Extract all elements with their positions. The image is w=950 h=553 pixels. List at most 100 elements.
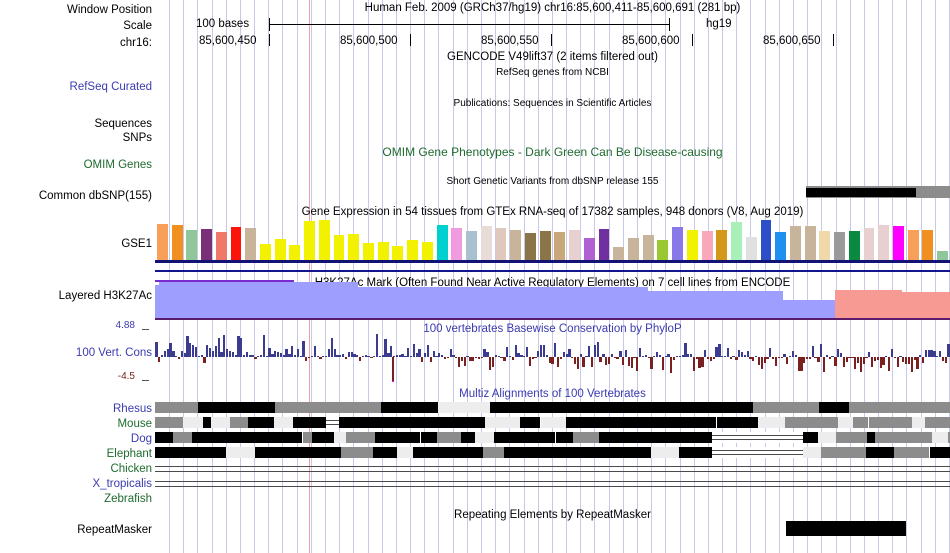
conservation-track-title[interactable]: 100 vertebrates Basewise Conservation by…: [423, 323, 682, 335]
gtex-bar[interactable]: [363, 243, 374, 260]
gtex-bar[interactable]: [392, 245, 404, 260]
multiz-block: [699, 432, 709, 443]
gtex-bar[interactable]: [289, 244, 301, 260]
gtex-bar[interactable]: [848, 231, 860, 260]
phylop-bar-positive: [163, 351, 167, 357]
gtex-bar[interactable]: [716, 229, 728, 260]
gtex-bar[interactable]: [863, 228, 875, 260]
gtex-bar[interactable]: [539, 231, 551, 260]
gencode-track-title[interactable]: GENCODE V49lift37 (2 items filtered out): [447, 51, 658, 63]
gtex-bar[interactable]: [451, 228, 463, 260]
multiz-row-x-tropicalis-line-a[interactable]: [155, 481, 950, 482]
species-label-chicken[interactable]: Chicken: [110, 463, 152, 475]
gtex-bar[interactable]: [230, 227, 242, 260]
gtex-bar[interactable]: [495, 228, 507, 260]
species-label-zebrafish[interactable]: Zebrafish: [104, 493, 152, 505]
gtex-bar[interactable]: [775, 232, 787, 260]
gtex-bar[interactable]: [893, 226, 904, 260]
omim-track-title[interactable]: OMIM Gene Phenotypes - Dark Green Can Be…: [382, 145, 723, 159]
conservation-phylop-chart[interactable]: [155, 332, 950, 382]
gtex-bar[interactable]: [333, 235, 345, 260]
gtex-bar[interactable]: [201, 228, 212, 260]
gtex-bar[interactable]: [657, 240, 669, 260]
label-sequences[interactable]: Sequences: [94, 118, 152, 130]
gtex-bar[interactable]: [598, 228, 610, 260]
species-label-elephant[interactable]: Elephant: [106, 448, 152, 460]
h3k27ac-track-title[interactable]: H3K27Ac Mark (Often Found Near Active Re…: [314, 277, 791, 289]
gtex-bar[interactable]: [878, 224, 890, 260]
gtex-bar[interactable]: [569, 229, 580, 260]
dbsnp-feature-block[interactable]: [806, 188, 916, 197]
gtex-bar[interactable]: [377, 241, 389, 260]
multiz-block: [274, 417, 293, 428]
gtex-bar[interactable]: [436, 224, 448, 260]
h3k27ac-signal-chart[interactable]: [155, 272, 950, 320]
gtex-bar[interactable]: [937, 251, 949, 260]
gtex-bar[interactable]: [922, 230, 934, 260]
gtex-bar[interactable]: [819, 231, 831, 260]
gtex-bar[interactable]: [701, 231, 713, 260]
gtex-bar[interactable]: [348, 234, 360, 260]
gtex-track-title[interactable]: Gene Expression in 54 tissues from GTEx …: [301, 206, 804, 218]
gtex-bar[interactable]: [628, 238, 639, 260]
gtex-bar[interactable]: [745, 236, 757, 260]
multiz-row-chicken-line-b[interactable]: [155, 471, 950, 472]
gtex-bar[interactable]: [421, 242, 433, 260]
gtex-bar[interactable]: [171, 224, 183, 260]
gtex-bar[interactable]: [245, 228, 257, 260]
repeatmasker-feature-block[interactable]: [786, 521, 906, 536]
species-label-dog[interactable]: Dog: [130, 433, 152, 445]
track-data-area[interactable]: Human Feb. 2009 (GRCh37/hg19) chr16:85,6…: [155, 0, 950, 553]
gtex-bar[interactable]: [407, 240, 419, 260]
gtex-bar[interactable]: [156, 224, 168, 260]
gtex-bar[interactable]: [789, 226, 801, 260]
multiz-row-dog[interactable]: [155, 432, 950, 443]
label-common-dbsnp[interactable]: Common dbSNP(155): [38, 190, 152, 202]
gtex-bar[interactable]: [259, 244, 271, 260]
refseq-track-title[interactable]: RefSeq genes from NCBI: [496, 67, 609, 78]
label-refseq-curated[interactable]: RefSeq Curated: [69, 81, 152, 93]
label-omim-genes[interactable]: OMIM Genes: [83, 159, 152, 171]
gtex-bar[interactable]: [215, 232, 227, 260]
gtex-bar[interactable]: [583, 237, 595, 260]
gtex-bar[interactable]: [760, 220, 772, 260]
label-repeatmasker[interactable]: RepeatMasker: [77, 524, 152, 536]
dbsnp-track-title[interactable]: Short Genetic Variants from dbSNP releas…: [446, 176, 659, 187]
phylop-bar-positive: [242, 355, 246, 357]
label-gse1[interactable]: GSE1: [121, 238, 152, 250]
gtex-bar[interactable]: [613, 247, 625, 260]
gtex-bar[interactable]: [907, 229, 919, 260]
multiz-row-chicken-line-a[interactable]: [155, 466, 950, 467]
gtex-bar[interactable]: [642, 235, 654, 260]
gtex-bar[interactable]: [480, 225, 492, 260]
gtex-bar[interactable]: [731, 221, 742, 260]
gtex-bar[interactable]: [686, 230, 698, 260]
gtex-expression-chart[interactable]: [155, 220, 950, 260]
multiz-row-mouse[interactable]: [155, 417, 950, 428]
gtex-bar[interactable]: [274, 239, 286, 260]
label-100-vert-cons[interactable]: 100 Vert. Cons: [75, 347, 152, 359]
gtex-bar[interactable]: [186, 230, 198, 260]
gtex-bar[interactable]: [672, 227, 684, 260]
gtex-bar[interactable]: [466, 231, 477, 260]
scale-bar-tick-right: [669, 18, 670, 31]
multiz-row-rhesus[interactable]: [155, 402, 950, 413]
gtex-bar[interactable]: [318, 220, 330, 260]
multiz-row-x-tropicalis-line-b[interactable]: [155, 486, 950, 487]
multiz-track-title[interactable]: Multiz Alignments of 100 Vertebrates: [459, 388, 646, 400]
species-label-x-tropicalis[interactable]: X_tropicalis: [92, 478, 152, 490]
gtex-bar[interactable]: [304, 220, 315, 260]
phylop-bar-positive: [404, 356, 407, 357]
repeatmasker-track-title[interactable]: Repeating Elements by RepeatMasker: [454, 509, 651, 521]
pubs-track-title[interactable]: Publications: Sequences in Scientific Ar…: [453, 98, 652, 109]
gtex-bar[interactable]: [510, 230, 522, 260]
species-label-rhesus[interactable]: Rhesus: [113, 403, 152, 415]
species-label-mouse[interactable]: Mouse: [117, 418, 152, 430]
gtex-bar[interactable]: [554, 232, 566, 260]
gtex-bar[interactable]: [524, 232, 536, 260]
label-layered-h3k27ac[interactable]: Layered H3K27Ac: [58, 290, 152, 302]
gtex-bar[interactable]: [804, 225, 816, 260]
gtex-bar[interactable]: [834, 232, 845, 260]
multiz-row-elephant[interactable]: [155, 447, 950, 458]
label-snps[interactable]: SNPs: [122, 132, 152, 144]
